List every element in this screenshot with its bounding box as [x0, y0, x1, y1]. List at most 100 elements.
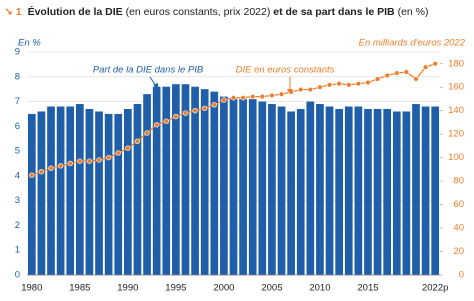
y-tick-label: 5: [15, 146, 20, 157]
bar: [75, 104, 84, 276]
point: [365, 79, 371, 86]
point: [48, 165, 54, 171]
point: [413, 76, 419, 82]
point: [38, 169, 45, 175]
point: [134, 138, 141, 144]
bar: [392, 111, 401, 275]
point: [432, 61, 438, 67]
point: [192, 107, 198, 114]
y2-tick-label: 20: [453, 246, 464, 257]
bar: [316, 104, 324, 276]
y-tick-label: 3: [15, 195, 20, 206]
y-tick-label: 7: [15, 96, 20, 107]
bar: [37, 111, 46, 275]
bar: [56, 106, 65, 275]
bar: [172, 84, 180, 275]
bar: [47, 106, 55, 275]
bar: [95, 111, 103, 275]
annotation: DIE en euros constants: [236, 65, 335, 76]
y2-axis-label: En milliards d'euros 2022: [359, 38, 466, 49]
point: [269, 92, 275, 99]
x-tick-label: 1980: [21, 283, 42, 294]
bar: [344, 106, 353, 275]
bar: [258, 101, 267, 275]
point: [374, 76, 381, 82]
point: [211, 102, 217, 108]
y2-tick-label: 160: [448, 82, 464, 93]
point: [163, 118, 169, 124]
bar: [383, 108, 392, 275]
bar: [27, 113, 36, 275]
bar: [287, 111, 295, 275]
title-part: et de sa part dans le PIB: [273, 6, 395, 18]
point: [317, 84, 323, 90]
annotation: Part de la DIE dans le PIB: [93, 65, 204, 76]
bar: [220, 96, 228, 275]
point: [346, 82, 352, 88]
point: [278, 91, 285, 97]
x-tick-label: 1990: [117, 283, 138, 294]
y2-tick-label: 100: [448, 152, 464, 163]
y-tick-label: 1: [15, 245, 20, 256]
y-tick-label: 9: [15, 47, 20, 58]
arrowhead: [153, 83, 158, 89]
y-axis-label: En %: [18, 38, 41, 49]
bar: [85, 108, 94, 275]
y2-tick-label: 60: [453, 199, 464, 210]
title-number: ↘ 1: [4, 6, 22, 18]
point: [29, 172, 35, 178]
bar: [191, 86, 199, 275]
bar: [152, 86, 161, 275]
chart-title: ↘ 1 Évolution de la DIE (en euros constan…: [4, 5, 429, 18]
point: [298, 86, 304, 93]
bar: [373, 108, 382, 275]
title-part: (en euros constants, prix 2022): [123, 6, 274, 18]
point: [105, 154, 112, 161]
y2-tick-label: 40: [453, 223, 464, 234]
point: [86, 158, 93, 164]
point: [240, 95, 246, 101]
point: [77, 158, 83, 164]
bar: [268, 104, 276, 276]
bar: [354, 106, 363, 275]
bar: [335, 108, 343, 275]
point: [125, 145, 131, 151]
point: [336, 80, 342, 87]
y2-tick-label: 80: [453, 176, 464, 187]
title-part: Évolution de la DIE: [28, 5, 123, 18]
bar: [248, 99, 257, 275]
bar: [133, 104, 142, 276]
bar: [277, 106, 286, 275]
point: [57, 163, 64, 169]
bar: [431, 106, 440, 275]
y-tick-label: 4: [15, 170, 20, 181]
point: [115, 150, 121, 156]
point: [153, 122, 160, 128]
y2-tick-label: 120: [448, 129, 464, 140]
y-tick-label: 8: [15, 71, 20, 82]
bar: [296, 108, 305, 275]
x-tick-label: 2010: [309, 283, 330, 294]
bar: [162, 86, 171, 275]
point: [230, 95, 237, 101]
bar: [239, 99, 247, 275]
bar: [229, 99, 238, 275]
bar: [124, 108, 132, 275]
bar: [104, 113, 113, 275]
point: [221, 97, 227, 103]
point: [144, 130, 150, 136]
y2-tick-label: 0: [459, 270, 464, 281]
x-tick-label: 2000: [213, 283, 234, 294]
point: [422, 64, 429, 70]
point: [355, 80, 362, 87]
point: [384, 72, 390, 79]
bar: [402, 111, 411, 275]
point: [96, 157, 102, 163]
point: [259, 93, 266, 100]
x-tick-label: 1985: [69, 283, 90, 294]
y2-tick-label: 140: [448, 105, 464, 116]
bar: [210, 91, 219, 276]
bar: [200, 89, 209, 276]
